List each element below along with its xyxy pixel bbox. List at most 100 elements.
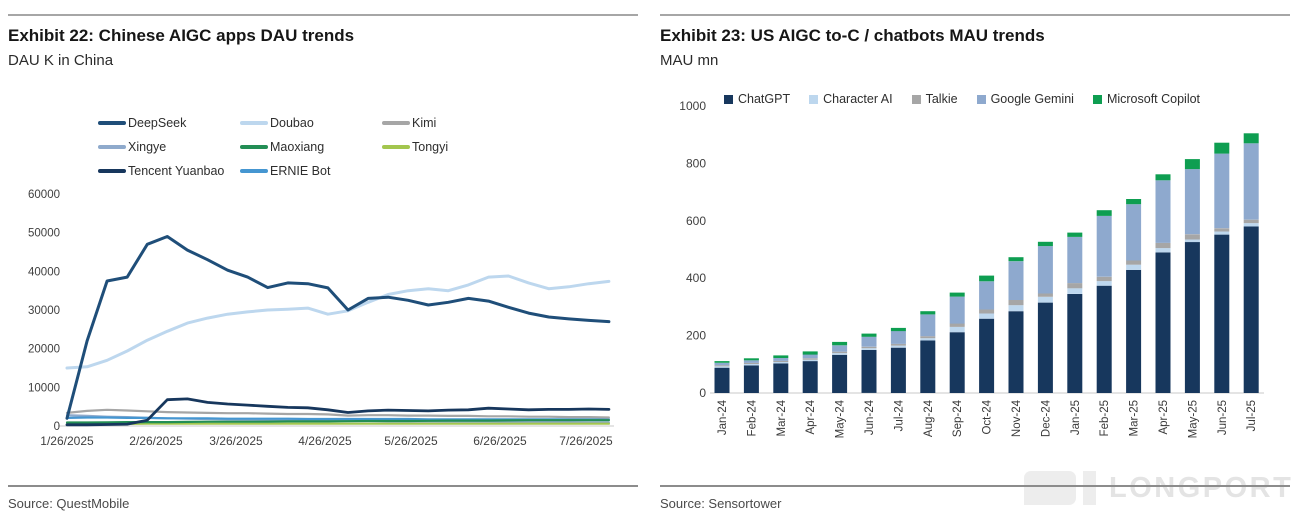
x-axis-tick-label: 1/26/2025 xyxy=(40,434,94,448)
legend-swatch-xingye xyxy=(98,145,126,149)
legend-item-tongyi: Tongyi xyxy=(382,135,524,159)
y-axis-tick-label: 400 xyxy=(686,271,706,285)
bar-segment-google-gemini xyxy=(920,314,936,337)
exhibit-22-legend: DeepSeek Doubao Kimi Xingye Maoxiang Tongyi Te… xyxy=(98,111,524,183)
bar-segment-chatgpt xyxy=(861,349,877,393)
legend-label: ChatGPT xyxy=(738,92,791,106)
bar-segment-google-gemini xyxy=(802,354,818,359)
exhibit-22-panel: Exhibit 22: Chinese AIGC apps DAU trends… xyxy=(8,8,640,516)
bar-segment-microsoft-copilot xyxy=(1096,210,1112,216)
legend-label: DeepSeek xyxy=(128,116,187,130)
bar-segment-character-ai xyxy=(920,338,936,341)
bar-segment-google-gemini xyxy=(773,358,789,361)
x-axis-tick-label: Feb-24 xyxy=(746,399,758,436)
legend-swatch-talkie xyxy=(911,94,921,104)
bar-segment-google-gemini xyxy=(1243,143,1259,220)
legend-swatch-chatgpt xyxy=(724,94,733,104)
bar-segment-google-gemini xyxy=(890,331,906,344)
legend-label: Tongyi xyxy=(412,140,449,154)
bar-segment-google-gemini xyxy=(1155,180,1171,243)
legend-label: Talkie xyxy=(925,92,958,106)
bar-segment-chatgpt xyxy=(1067,294,1083,393)
x-axis-tick-label: Jul-24 xyxy=(893,399,905,431)
longport-watermark: LONGPORT xyxy=(1024,470,1293,506)
legend-label: Xingye xyxy=(128,140,167,154)
y-axis-tick-label: 1000 xyxy=(679,99,706,113)
legend-swatch-character-ai xyxy=(809,94,819,104)
legend-swatch-tongyi xyxy=(382,145,410,149)
bar-segment-character-ai xyxy=(1243,223,1259,227)
x-axis-tick-label: Jun-24 xyxy=(864,399,876,435)
bar-segment-talkie xyxy=(890,343,906,346)
bar-segment-character-ai xyxy=(714,366,730,368)
line-series-tencent-yuanbao xyxy=(65,397,611,427)
x-axis-tick-label: Jun-25 xyxy=(1217,400,1229,435)
bar-segment-google-gemini xyxy=(1008,261,1024,300)
bar-segment-character-ai xyxy=(832,353,848,355)
bar-segment-talkie xyxy=(979,309,995,314)
bar-segment-talkie xyxy=(802,358,818,360)
legend-item-deepseek: DeepSeek xyxy=(98,111,240,135)
bar-segment-google-gemini xyxy=(832,345,848,352)
legend-swatch-ernie-bot xyxy=(240,169,268,173)
y-axis-tick-label: 200 xyxy=(686,329,706,343)
legend-swatch-microsoft-copilot xyxy=(1092,94,1102,104)
bar-segment-google-gemini xyxy=(1067,236,1083,284)
panel-bottom-rule xyxy=(660,485,1290,487)
bar-segment-microsoft-copilot xyxy=(802,351,818,355)
x-axis-tick-label: Mar-25 xyxy=(1129,400,1141,436)
bar-segment-character-ai xyxy=(1067,288,1083,294)
y-axis-tick-label: 600 xyxy=(686,214,706,228)
y-axis-tick-label: 800 xyxy=(686,156,706,170)
legend-label: ERNIE Bot xyxy=(270,164,331,178)
y-axis-tick-label: 10000 xyxy=(28,382,60,394)
legend-label: Kimi xyxy=(412,116,437,130)
exhibit-23-panel: Exhibit 23: US AIGC to-C / chatbots MAU … xyxy=(660,8,1292,516)
legend-label: Google Gemini xyxy=(990,92,1074,106)
longport-logo-bar xyxy=(1083,471,1096,505)
legend-item-microsoft-copilot: Microsoft Copilot xyxy=(1092,92,1200,106)
legend-label: Doubao xyxy=(270,116,314,130)
bar-segment-character-ai xyxy=(743,364,759,366)
x-axis-tick-label: Mar-24 xyxy=(776,399,788,436)
bar-segment-chatgpt xyxy=(773,363,789,393)
bar-segment-talkie xyxy=(920,336,936,339)
bar-segment-google-gemini xyxy=(979,281,995,310)
y-axis-tick-label: 60000 xyxy=(28,189,60,201)
exhibit-23-legend: ChatGPT Character AI Talkie Google Gemini Mi… xyxy=(724,92,1219,106)
exhibit-22-subtitle: DAU K in China xyxy=(8,52,114,69)
bar-segment-talkie xyxy=(773,360,789,362)
x-axis-tick-label: Oct-24 xyxy=(982,399,994,434)
bar-segment-google-gemini xyxy=(1096,215,1112,277)
bar-segment-microsoft-copilot xyxy=(1008,257,1024,262)
y-axis-tick-label: 0 xyxy=(54,421,60,433)
bar-segment-character-ai xyxy=(1214,231,1230,235)
x-axis-tick-label: Apr-24 xyxy=(805,399,817,434)
legend-swatch-google-gemini xyxy=(976,94,986,104)
bar-segment-talkie xyxy=(714,365,730,367)
exhibit-22-source: Source: QuestMobile xyxy=(8,496,130,511)
bar-segment-talkie xyxy=(949,323,965,327)
bar-segment-talkie xyxy=(1184,234,1200,240)
exhibit-23-title: Exhibit 23: US AIGC to-C / chatbots MAU … xyxy=(660,26,1045,45)
bar-segment-chatgpt xyxy=(714,367,730,393)
legend-item-kimi: Kimi xyxy=(382,111,524,135)
x-axis-tick-label: Jul-25 xyxy=(1246,400,1258,431)
bar-segment-character-ai xyxy=(1184,239,1200,243)
bar-segment-talkie xyxy=(861,346,877,349)
bar-segment-character-ai xyxy=(949,327,965,333)
bar-segment-google-gemini xyxy=(1184,169,1200,235)
x-axis-tick-label: Nov-24 xyxy=(1011,399,1023,437)
bar-segment-microsoft-copilot xyxy=(1214,142,1230,154)
bar-segment-chatgpt xyxy=(743,365,759,393)
legend-label: Tencent Yuanbao xyxy=(128,164,225,178)
bar-segment-talkie xyxy=(1243,219,1259,224)
legend-item-google-gemini: Google Gemini xyxy=(976,92,1074,106)
legend-item-talkie: Talkie xyxy=(911,92,958,106)
bar-segment-chatgpt xyxy=(1126,269,1142,393)
line-series-deepseek xyxy=(65,235,611,420)
bar-segment-microsoft-copilot xyxy=(890,327,906,332)
line-series-doubao xyxy=(65,274,611,370)
bar-segment-chatgpt xyxy=(890,347,906,393)
bar-segment-google-gemini xyxy=(949,296,965,324)
